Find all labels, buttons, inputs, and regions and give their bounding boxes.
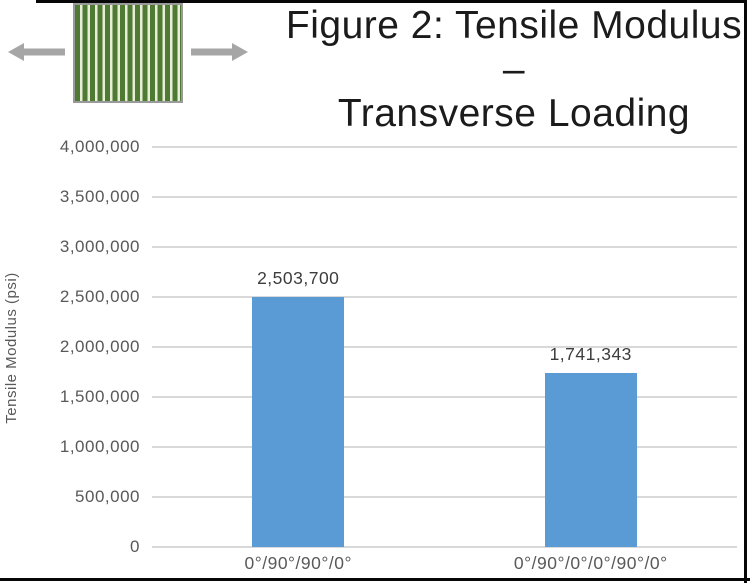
- gridline: [152, 396, 737, 398]
- bar-value-label: 1,741,343: [549, 343, 632, 364]
- y-tick-label: 2,500,000: [59, 287, 140, 306]
- gridline: [152, 496, 737, 498]
- y-tick-label: 4,000,000: [59, 137, 140, 156]
- gridline: [152, 146, 737, 148]
- x-category-label: 0°/90°/0°/0°/90°/0°: [513, 553, 668, 573]
- chart-title-line1: Figure 2: Tensile Modulus –: [285, 4, 743, 91]
- gridline: [152, 446, 737, 448]
- bar: [252, 296, 345, 547]
- y-tick-label: 1,000,000: [59, 437, 140, 456]
- left-arrow-icon: [8, 42, 65, 67]
- striped-laminate-icon: [73, 3, 183, 103]
- bar: [544, 372, 637, 547]
- y-tick-label: 2,000,000: [59, 337, 140, 356]
- figure-border-top: [36, 0, 747, 3]
- gridline: [152, 346, 737, 348]
- bar-value-label: 2,503,700: [257, 267, 340, 288]
- chart-title-line2: Transverse Loading: [337, 92, 691, 135]
- gridline: [152, 196, 737, 198]
- gridline: [152, 246, 737, 248]
- gridline: [152, 296, 737, 298]
- gridline: [152, 546, 737, 548]
- figure-border-bottom: [0, 578, 750, 581]
- x-category-label: 0°/90°/90°/0°: [244, 553, 352, 573]
- figure-border-right: [744, 0, 747, 583]
- y-tick-label: 3,000,000: [59, 237, 140, 256]
- right-arrow-icon: [191, 42, 248, 67]
- y-tick-label: 3,500,000: [59, 187, 140, 206]
- y-tick-label: 0: [130, 537, 140, 556]
- y-tick-label: 500,000: [75, 487, 140, 506]
- chart-title: Figure 2: Tensile Modulus – Transverse L…: [285, 4, 743, 136]
- y-tick-label: 1,500,000: [59, 387, 140, 406]
